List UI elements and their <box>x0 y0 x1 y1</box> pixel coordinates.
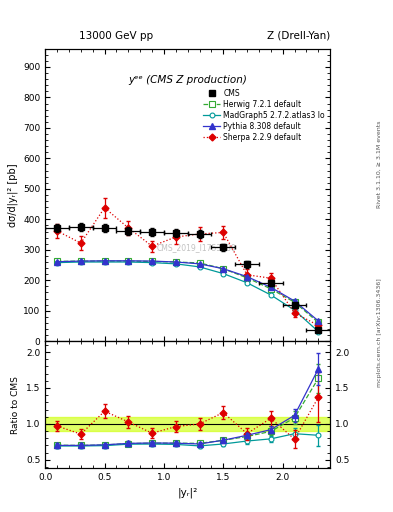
MadGraph5 2.7.2.atlas3 lo <box>268 292 273 298</box>
MadGraph5 2.7.2.atlas3 lo <box>79 259 83 265</box>
Sherpa 2.2.9 default <box>316 323 321 329</box>
Herwig 7.2.1 default <box>221 266 226 272</box>
MadGraph5 2.7.2.atlas3 lo <box>126 259 130 265</box>
Sherpa 2.2.9 default <box>197 231 202 237</box>
CMS <box>102 225 107 231</box>
Sherpa 2.2.9 default <box>245 272 250 278</box>
MadGraph5 2.7.2.atlas3 lo <box>173 261 178 267</box>
Herwig 7.2.1 default <box>55 259 59 265</box>
Herwig 7.2.1 default <box>316 319 321 326</box>
MadGraph5 2.7.2.atlas3 lo <box>316 328 321 334</box>
Line: Pythia 8.308 default: Pythia 8.308 default <box>54 258 321 324</box>
Pythia 8.308 default <box>150 258 154 264</box>
CMS <box>197 231 202 237</box>
Herwig 7.2.1 default <box>150 259 154 265</box>
CMS <box>173 230 178 236</box>
Line: Herwig 7.2.1 default: Herwig 7.2.1 default <box>54 259 321 325</box>
Sherpa 2.2.9 default <box>150 243 154 249</box>
Sherpa 2.2.9 default <box>126 225 130 231</box>
Pythia 8.308 default <box>197 261 202 267</box>
Herwig 7.2.1 default <box>268 286 273 292</box>
Line: MadGraph5 2.7.2.atlas3 lo: MadGraph5 2.7.2.atlas3 lo <box>55 260 321 334</box>
Sherpa 2.2.9 default <box>292 310 297 316</box>
MadGraph5 2.7.2.atlas3 lo <box>292 307 297 313</box>
Text: yᵉᵉ (CMS Z production): yᵉᵉ (CMS Z production) <box>128 75 247 85</box>
Pythia 8.308 default <box>245 273 250 280</box>
Herwig 7.2.1 default <box>245 275 250 281</box>
Line: CMS: CMS <box>53 223 322 333</box>
MadGraph5 2.7.2.atlas3 lo <box>102 259 107 265</box>
Pythia 8.308 default <box>292 298 297 304</box>
CMS <box>126 228 130 234</box>
MadGraph5 2.7.2.atlas3 lo <box>55 260 59 266</box>
Text: CMS_2019_I1753680: CMS_2019_I1753680 <box>156 243 236 252</box>
Bar <box>45 417 330 431</box>
Sherpa 2.2.9 default <box>173 234 178 240</box>
Line: Sherpa 2.2.9 default: Sherpa 2.2.9 default <box>55 205 321 328</box>
Herwig 7.2.1 default <box>126 258 130 264</box>
X-axis label: |yᵣ|²: |yᵣ|² <box>178 488 198 498</box>
Pythia 8.308 default <box>126 258 130 264</box>
Pythia 8.308 default <box>102 258 107 264</box>
Pythia 8.308 default <box>316 318 321 324</box>
Text: Rivet 3.1.10, ≥ 3.1M events: Rivet 3.1.10, ≥ 3.1M events <box>377 120 382 207</box>
CMS <box>221 244 226 250</box>
Herwig 7.2.1 default <box>292 299 297 305</box>
CMS <box>79 224 83 230</box>
Pythia 8.308 default <box>55 259 59 265</box>
Sherpa 2.2.9 default <box>55 228 59 234</box>
Pythia 8.308 default <box>79 258 83 264</box>
CMS <box>268 280 273 286</box>
Y-axis label: Ratio to CMS: Ratio to CMS <box>11 376 20 434</box>
MadGraph5 2.7.2.atlas3 lo <box>245 280 250 286</box>
CMS <box>150 229 154 235</box>
Herwig 7.2.1 default <box>102 258 107 264</box>
MadGraph5 2.7.2.atlas3 lo <box>221 270 226 276</box>
Pythia 8.308 default <box>268 284 273 290</box>
Text: Z (Drell-Yan): Z (Drell-Yan) <box>267 31 330 41</box>
Herwig 7.2.1 default <box>79 258 83 264</box>
Sherpa 2.2.9 default <box>102 205 107 211</box>
Pythia 8.308 default <box>173 259 178 265</box>
CMS <box>316 327 321 333</box>
Y-axis label: dσ/d|yᵣ|² [pb]: dσ/d|yᵣ|² [pb] <box>7 163 18 227</box>
Pythia 8.308 default <box>221 266 226 272</box>
Text: 13000 GeV pp: 13000 GeV pp <box>79 31 153 41</box>
Sherpa 2.2.9 default <box>221 229 226 236</box>
Sherpa 2.2.9 default <box>79 240 83 246</box>
Sherpa 2.2.9 default <box>268 275 273 281</box>
CMS <box>292 302 297 308</box>
Text: mcplots.cern.ch [arXiv:1306.3436]: mcplots.cern.ch [arXiv:1306.3436] <box>377 279 382 387</box>
CMS <box>55 225 59 231</box>
Legend: CMS, Herwig 7.2.1 default, MadGraph5 2.7.2.atlas3 lo, Pythia 8.308 default, Sher: CMS, Herwig 7.2.1 default, MadGraph5 2.7… <box>202 88 326 143</box>
MadGraph5 2.7.2.atlas3 lo <box>197 264 202 270</box>
CMS <box>245 261 250 267</box>
MadGraph5 2.7.2.atlas3 lo <box>150 260 154 266</box>
Herwig 7.2.1 default <box>197 260 202 266</box>
Herwig 7.2.1 default <box>173 259 178 265</box>
